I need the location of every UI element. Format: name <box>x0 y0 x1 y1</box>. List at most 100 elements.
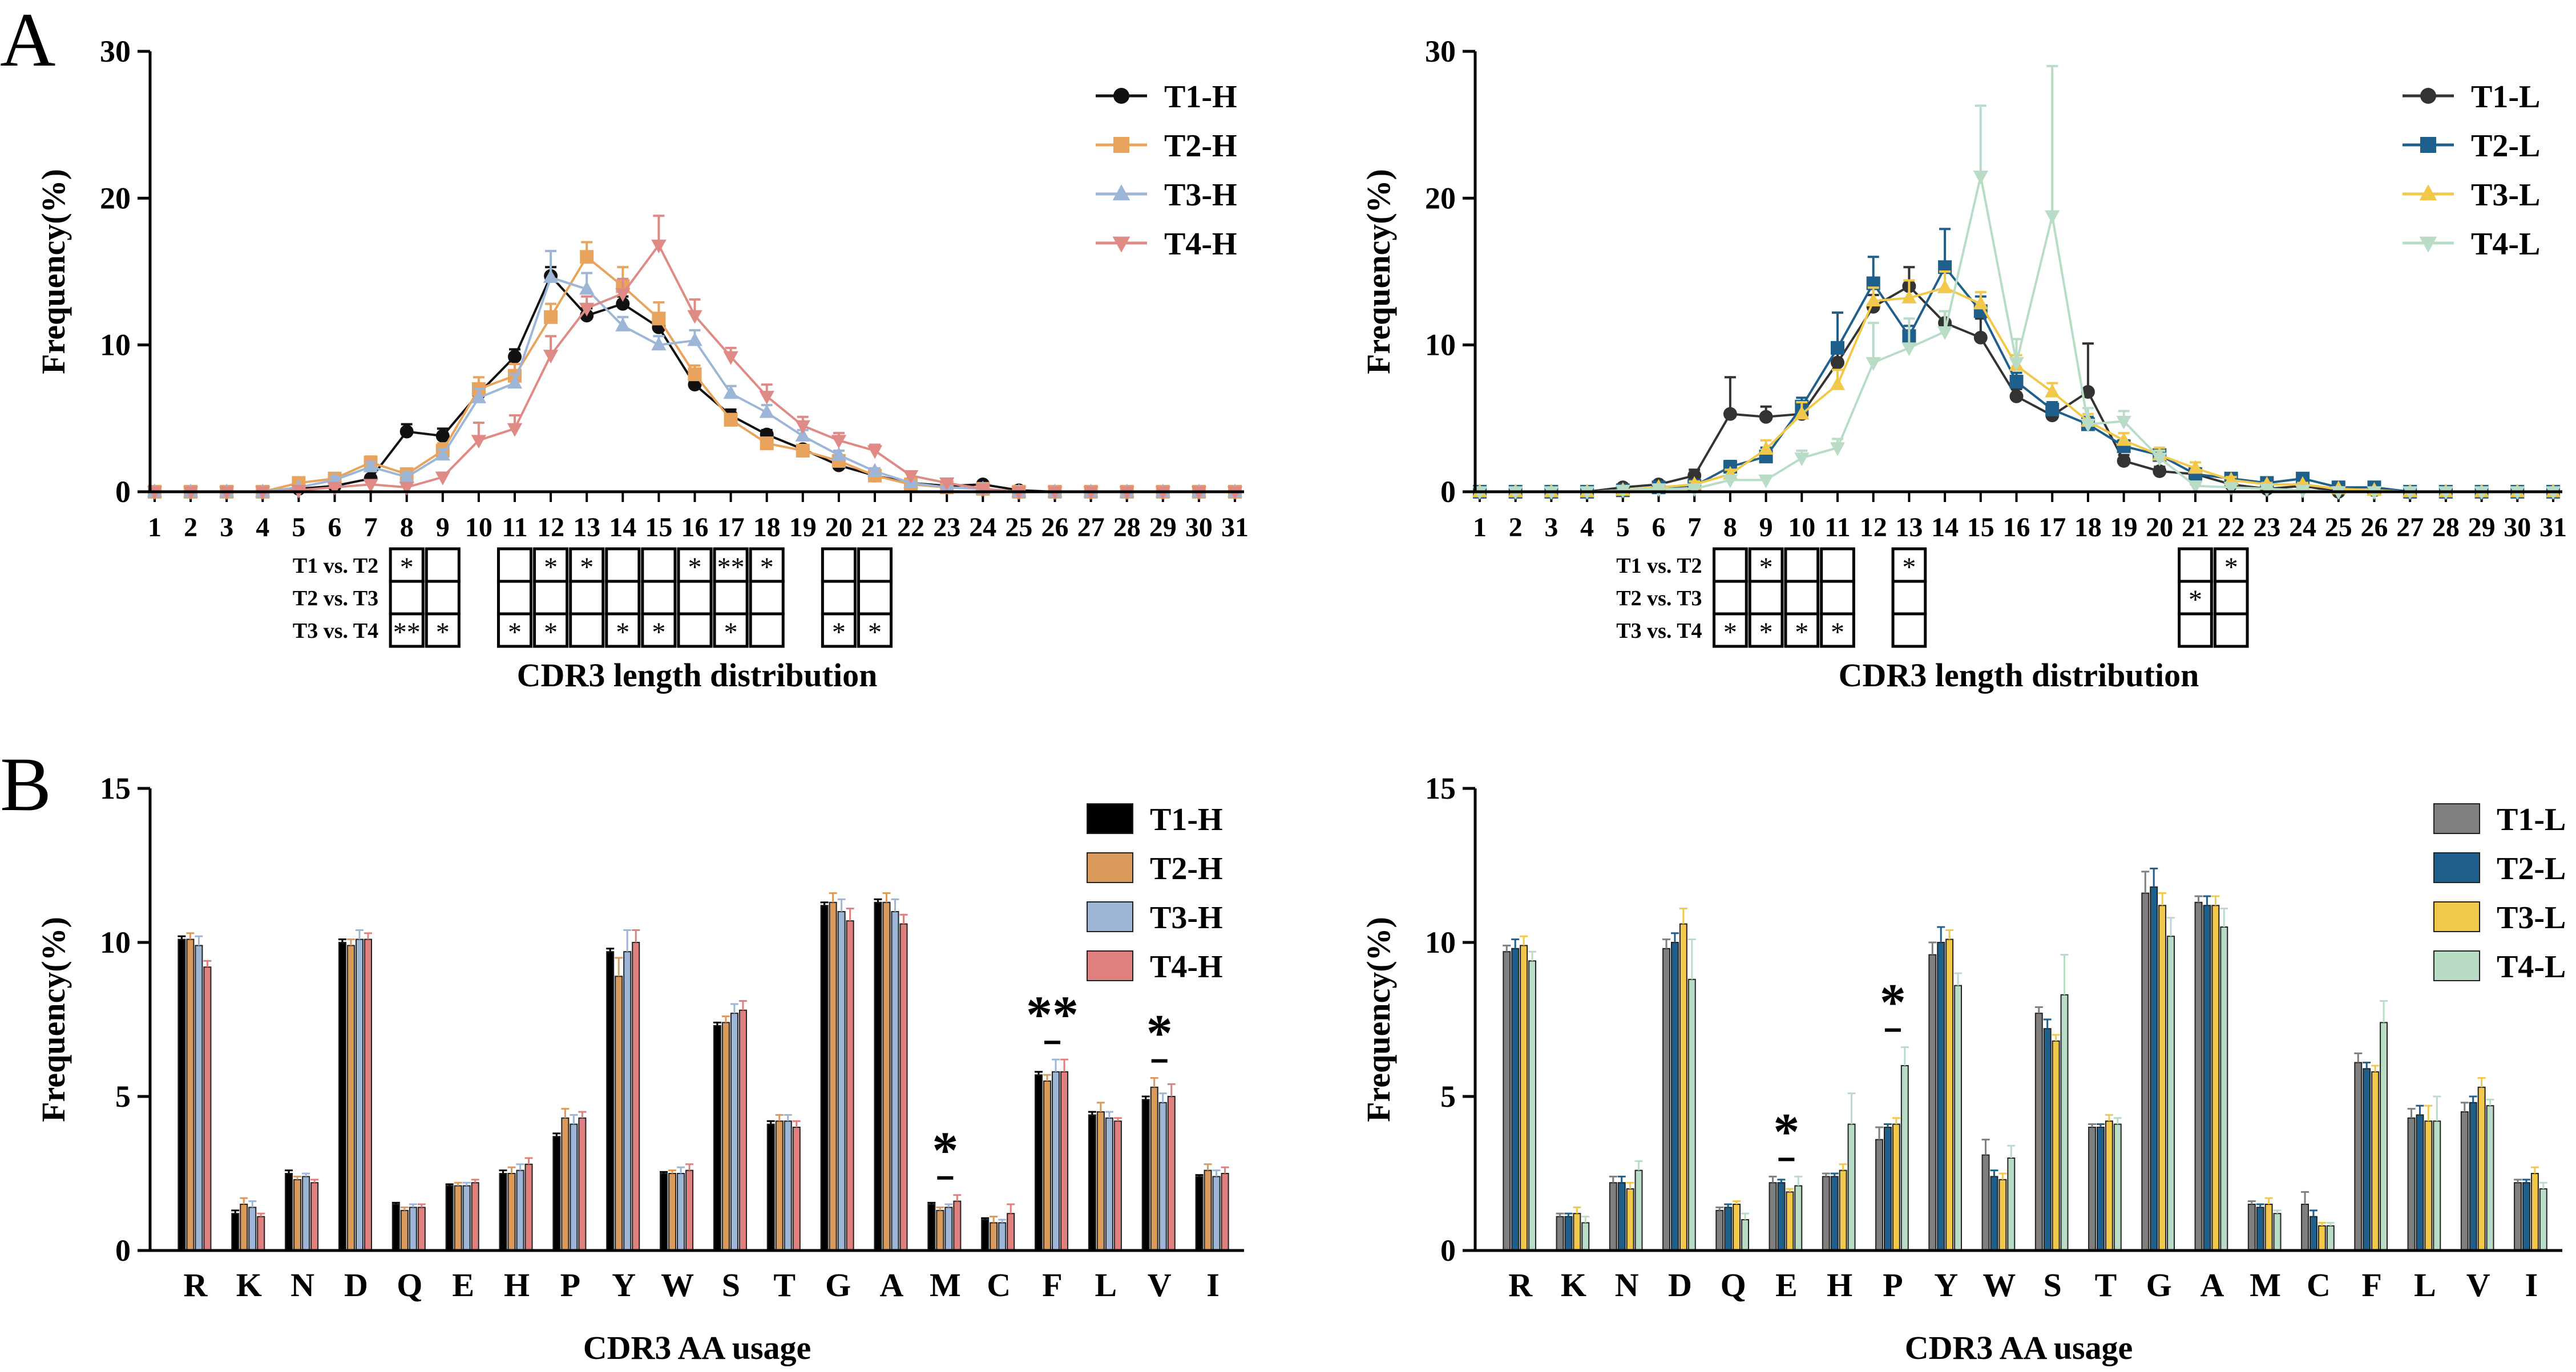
significance-cell <box>2178 612 2213 648</box>
data-point <box>688 367 702 382</box>
data-point <box>543 350 559 364</box>
significance-mark: * <box>1831 617 1844 647</box>
bar-f <box>1034 1074 1043 1251</box>
x-tick-label: 2 <box>184 512 197 543</box>
category-label-r: R <box>183 1266 208 1304</box>
legend-label: T1-H <box>1164 79 1237 115</box>
significance-cell <box>677 612 713 648</box>
legend-label: T4-L <box>2471 226 2540 262</box>
category-label-h: H <box>504 1266 530 1304</box>
x-tick-label: 31 <box>2539 512 2567 543</box>
data-point <box>1651 483 1666 497</box>
data-point <box>724 412 738 427</box>
category-label-a: A <box>880 1266 904 1304</box>
bar-g <box>829 901 837 1252</box>
significance-cell <box>1820 612 1855 648</box>
bar-d <box>355 938 364 1251</box>
legend-label: T4-L <box>2497 949 2566 985</box>
data-point <box>2081 385 2095 399</box>
x-tick-label: 1 <box>1473 512 1487 543</box>
significance-mark: * <box>1759 617 1773 647</box>
bar-k <box>240 1204 248 1251</box>
legend-marker <box>1113 137 1129 153</box>
bar-c <box>990 1222 998 1251</box>
bar-n <box>1626 1188 1634 1251</box>
category-label-l: L <box>2414 1266 2436 1304</box>
significance-cell <box>496 612 533 648</box>
bar-e <box>445 1185 454 1252</box>
data-point <box>2080 419 2096 433</box>
data-point <box>579 281 595 295</box>
data-point <box>2009 389 2024 403</box>
legend-swatch <box>2433 852 2480 883</box>
significance-mark: * <box>932 1121 958 1179</box>
data-point <box>1758 474 1774 488</box>
bar-v <box>2460 1111 2469 1251</box>
x-tick-label: 16 <box>681 512 709 543</box>
data-point <box>2009 357 2024 371</box>
bar-a <box>2194 901 2203 1252</box>
bar-h <box>499 1173 507 1251</box>
bar-k <box>1564 1216 1573 1252</box>
bar-n <box>302 1176 310 1251</box>
significance-cell <box>821 612 857 648</box>
x-tick-label: 1 <box>148 512 161 543</box>
x-tick-label: 13 <box>573 512 600 543</box>
x-tick-label: 9 <box>436 512 450 543</box>
x-tick-label: 30 <box>2504 512 2531 543</box>
bar-i <box>1204 1169 1212 1252</box>
bar-h <box>1822 1176 1830 1251</box>
x-tick-label: 21 <box>861 512 889 543</box>
bar-h <box>516 1169 524 1252</box>
data-point <box>471 435 487 449</box>
significance-mark: * <box>760 552 774 582</box>
y-tick-label: 0 <box>1440 475 1456 509</box>
x-axis-label: CDR3 length distribution <box>517 657 878 694</box>
significance-mark: ** <box>393 617 421 647</box>
data-point <box>1723 407 1737 421</box>
significance-mark: * <box>544 617 558 647</box>
data-point <box>1901 342 1917 357</box>
x-tick-label: 25 <box>2325 512 2352 543</box>
bar-w <box>677 1173 685 1251</box>
category-label-g: G <box>825 1266 851 1304</box>
legend-label: T2-L <box>2471 128 2540 164</box>
bar-r <box>1511 948 1520 1252</box>
bar-r <box>1520 945 1528 1251</box>
data-point <box>1687 468 1702 483</box>
data-point <box>1973 171 1988 185</box>
legend-marker <box>2420 137 2436 153</box>
bar-i <box>1221 1173 1229 1251</box>
y-tick-label: 0 <box>115 475 131 509</box>
category-label-s: S <box>722 1266 740 1304</box>
data-point <box>2116 415 2131 430</box>
significance-cell <box>1713 612 1748 648</box>
x-tick-label: 26 <box>1041 512 1069 543</box>
x-tick-label: 22 <box>2218 512 2245 543</box>
bar-g <box>2158 905 2167 1251</box>
comparison-label: T2 vs. T3 <box>293 586 378 610</box>
y-axis-label: Frequency(%) <box>35 917 72 1122</box>
legend-marker <box>1112 236 1130 253</box>
bar-v <box>2469 1102 2477 1252</box>
y-axis-label: Frequency(%) <box>35 169 72 374</box>
data-point <box>1831 341 1844 355</box>
significance-cell <box>857 612 893 648</box>
comparison-label: T1 vs. T2 <box>293 554 378 578</box>
series-t1-h <box>177 898 1204 1252</box>
y-tick-label: 15 <box>100 771 131 806</box>
category-label-e: E <box>452 1266 474 1304</box>
data-point <box>2152 452 2167 467</box>
data-point <box>1866 357 1881 371</box>
series-t4-l <box>1528 908 2547 1252</box>
x-tick-label: 17 <box>717 512 745 543</box>
bar-y <box>623 951 632 1251</box>
x-tick-label: 14 <box>1931 512 1959 543</box>
bar-q <box>1733 1204 1741 1251</box>
data-point <box>616 297 630 311</box>
category-label-k: K <box>236 1266 262 1304</box>
category-label-i: I <box>1206 1266 1220 1304</box>
data-point <box>544 310 558 324</box>
bar-d <box>1670 942 1679 1251</box>
